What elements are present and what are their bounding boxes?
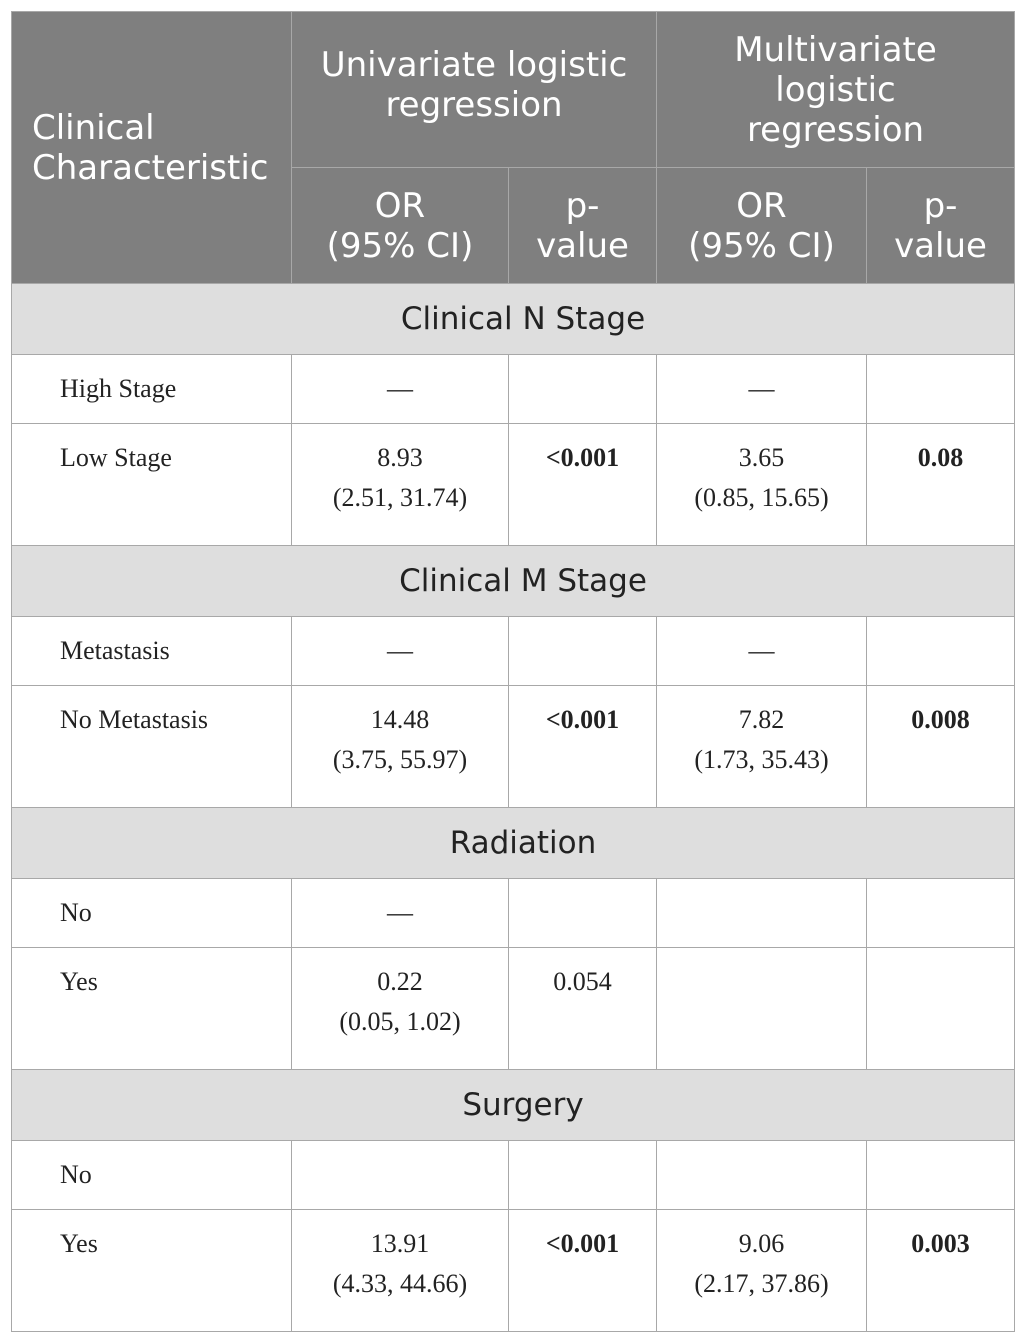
table-row: No Metastasis 14.48 (3.75, 55.97) <0.001 7.8… (11, 685, 1016, 808)
univariate-or-cell: — (291, 616, 509, 686)
odds-ratio: — (748, 636, 775, 665)
confidence-interval: (2.17, 37.86) (694, 1269, 829, 1298)
univariate-p-value-cell: <0.001 (508, 423, 657, 546)
multivariate-or-cell (656, 878, 867, 948)
row-label: Yes (11, 947, 292, 1070)
univariate-p-value-cell (508, 616, 657, 686)
univariate-or-cell: 13.91 (4.33, 44.66) (291, 1209, 509, 1332)
multivariate-p-value-cell (865, 947, 1016, 1070)
univariate-p-value-cell (508, 1140, 657, 1210)
odds-ratio: 8.93 (377, 443, 423, 472)
multivariate-p-value-cell (865, 354, 1016, 424)
table-row: Yes 0.22 (0.05, 1.02) 0.054 (11, 947, 1016, 1070)
univariate-or-cell: — (291, 354, 509, 424)
multivariate-or-cell: — (656, 616, 867, 686)
multivariate-p-value-cell: 0.003 (865, 1209, 1016, 1332)
multivariate-p-value-cell (865, 878, 1016, 948)
confidence-interval: (0.85, 15.65) (694, 483, 829, 512)
univariate-or-cell (291, 1140, 509, 1210)
table-header: Clinical Characteristic Univariate logis… (11, 11, 1016, 284)
header-clinical-characteristic: Clinical Characteristic (11, 11, 292, 284)
section-row: Clinical M Stage (10, 545, 1016, 617)
confidence-interval: (0.05, 1.02) (339, 1007, 461, 1036)
table-row: Yes 13.91 (4.33, 44.66) <0.001 9.06 (2.17, 37… (11, 1209, 1016, 1332)
multivariate-p-value-cell: 0.08 (865, 423, 1016, 546)
univariate-or-cell: 8.93 (2.51, 31.74) (291, 423, 509, 546)
header-multivariate-or-ci: OR (95% CI) (656, 167, 867, 284)
multivariate-p-value-cell: 0.008 (865, 685, 1016, 808)
section-title: Clinical M Stage (10, 545, 1016, 617)
table-row: No (11, 1140, 1016, 1210)
table-row: Low Stage 8.93 (2.51, 31.74) <0.001 3.65 (0.8… (11, 423, 1016, 546)
row-label: Yes (11, 1209, 292, 1332)
row-label: High Stage (11, 354, 292, 424)
header-univariate-p-value: p- value (508, 167, 657, 284)
row-label: No (11, 878, 292, 948)
multivariate-or-cell (656, 1140, 867, 1210)
header-univariate: Univariate logistic regression (291, 11, 657, 168)
section-row: Clinical N Stage (10, 283, 1016, 355)
multivariate-or-cell: 3.65 (0.85, 15.65) (656, 423, 867, 546)
confidence-interval: (1.73, 35.43) (694, 745, 829, 774)
odds-ratio: 7.82 (738, 705, 785, 734)
univariate-p-value-cell: <0.001 (508, 1209, 657, 1332)
section-title: Radiation (10, 807, 1016, 879)
univariate-or-cell: 0.22 (0.05, 1.02) (291, 947, 509, 1070)
table-row: Metastasis — — (11, 616, 1016, 686)
table-row: No — (11, 878, 1016, 948)
odds-ratio: — (387, 374, 413, 403)
odds-ratio: 14.48 (370, 705, 430, 734)
row-label: No (11, 1140, 292, 1210)
univariate-or-cell: 14.48 (3.75, 55.97) (291, 685, 509, 808)
odds-ratio: 0.22 (377, 967, 423, 996)
multivariate-or-cell (656, 947, 867, 1070)
section-title: Surgery (10, 1069, 1016, 1141)
odds-ratio: — (387, 636, 413, 665)
multivariate-or-cell: 9.06 (2.17, 37.86) (656, 1209, 867, 1332)
confidence-interval: (2.51, 31.74) (332, 483, 468, 512)
odds-ratio: 9.06 (738, 1229, 785, 1258)
header-multivariate-p-value: p- value (865, 167, 1016, 284)
odds-ratio: 3.65 (738, 443, 785, 472)
odds-ratio: — (387, 898, 413, 927)
header-univariate-or-ci: OR (95% CI) (291, 167, 509, 284)
univariate-p-value-cell (508, 354, 657, 424)
odds-ratio: — (748, 374, 775, 403)
section-row: Surgery (10, 1069, 1016, 1141)
univariate-or-cell: — (291, 878, 509, 948)
header-multivariate: Multivariate logistic regression (655, 11, 1016, 168)
odds-ratio: 13.91 (370, 1229, 430, 1258)
confidence-interval: (3.75, 55.97) (332, 745, 468, 774)
multivariate-p-value-cell (865, 616, 1016, 686)
univariate-p-value-cell (508, 878, 657, 948)
table-body: Clinical N Stage High Stage — — Low Stage 8.9… (10, 283, 1016, 1332)
multivariate-or-cell: — (656, 354, 867, 424)
table-row: High Stage — — (11, 354, 1016, 424)
row-label: Metastasis (11, 616, 292, 686)
confidence-interval: (4.33, 44.66) (332, 1269, 468, 1298)
regression-table: Clinical Characteristic Univariate logis… (10, 11, 1016, 1332)
multivariate-or-cell: 7.82 (1.73, 35.43) (656, 685, 867, 808)
row-label: No Metastasis (11, 685, 292, 808)
univariate-p-value-cell: 0.054 (508, 947, 657, 1070)
univariate-p-value-cell: <0.001 (508, 685, 657, 808)
row-label: Low Stage (11, 423, 292, 546)
section-row: Radiation (10, 807, 1016, 879)
section-title: Clinical N Stage (10, 283, 1016, 355)
multivariate-p-value-cell (865, 1140, 1016, 1210)
